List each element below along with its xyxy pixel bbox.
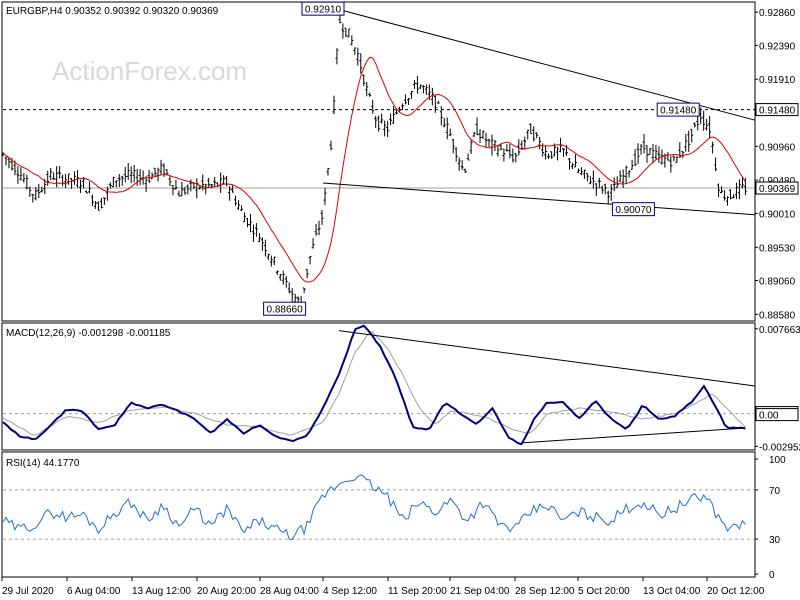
rsi-header: RSI(14) 44.1770 <box>6 458 80 469</box>
price-y-axis: 0.928600.923900.919100.914800.909600.904… <box>755 8 799 321</box>
price-annotation-box-3 <box>263 301 307 316</box>
x-tick-6: 11 Sep 20:00 <box>388 586 447 597</box>
macd-series-1 <box>2 324 746 446</box>
x-axis: 29 Jul 2020 6 Aug 04:00 13 Aug 12:00 20 Aug… <box>1 577 765 597</box>
price-trendline-1 <box>322 182 756 216</box>
x-tick-0: 29 Jul 2020 <box>2 586 54 597</box>
price-annotation-box-0 <box>301 1 345 16</box>
price-y-tick-0: 0.92860 <box>759 8 796 19</box>
rsi-y-tick-3: 0 <box>769 570 775 581</box>
macd-pane: MACD(12,26,9) -0.001298 -0.001185 0.0076… <box>1 322 800 453</box>
price-ma <box>2 56 746 283</box>
x-tick-11: 20 Oct 12:00 <box>707 586 765 597</box>
price-trendlines <box>322 8 756 216</box>
macd-header: MACD(12,26,9) -0.001298 -0.001185 <box>6 328 171 339</box>
price-y-tick-box-6 <box>755 181 799 195</box>
price-pane: ActionForex.com EURGBP,H4 0.90352 0.9039… <box>1 1 799 322</box>
price-annotation-label-3: 0.88660 <box>267 305 304 316</box>
moving-average-line <box>2 56 746 283</box>
price-y-tick-6: 0.90369 <box>759 184 796 195</box>
price-header: EURGBP,H4 0.90352 0.90392 0.90320 0.9036… <box>6 6 219 17</box>
price-y-tick-1: 0.92390 <box>759 41 796 52</box>
rsi-y-tick-2: 30 <box>769 535 781 546</box>
price-y-tick-7: 0.90010 <box>759 209 796 220</box>
price-annotations: 0.92910 0.91480 0.90070 0.88660 <box>263 1 700 316</box>
x-tick-5: 4 Sep 12:00 <box>323 586 377 597</box>
macd-y-tick-box-2 <box>755 408 799 422</box>
price-annotation-box-2 <box>611 202 655 217</box>
price-y-tick-box-3 <box>755 103 799 117</box>
x-tick-2: 13 Aug 12:00 <box>132 586 191 597</box>
price-y-tick-3: 0.91480 <box>759 106 796 117</box>
price-trendline-0 <box>335 8 756 121</box>
rsi-y-tick-0: 100 <box>769 455 786 466</box>
rsi-levels <box>3 489 755 540</box>
price-annotation-box-1 <box>656 102 700 117</box>
macd-trendline-0 <box>338 330 756 387</box>
price-annotation-label-2: 0.90070 <box>615 205 652 216</box>
price-candles <box>1 12 747 307</box>
x-tick-4: 28 Aug 04:00 <box>260 586 319 597</box>
x-tick-7: 21 Sep 04:00 <box>450 586 510 597</box>
x-tick-8: 28 Sep 12:00 <box>515 586 575 597</box>
macd-series-0 <box>2 330 746 436</box>
x-tick-10: 13 Oct 04:00 <box>643 586 701 597</box>
price-y-tick-10: 0.88580 <box>759 310 796 321</box>
macd-trendline-1 <box>521 427 746 444</box>
price-y-tick-8: 0.89530 <box>759 243 796 254</box>
rsi-pane: RSI(14) 44.1770 100 70 30 0 <box>1 451 786 581</box>
price-annotation-label-1: 0.91480 <box>660 106 697 117</box>
macd-y-tick-3: -0.002952 <box>759 442 800 453</box>
x-tick-1: 6 Aug 04:00 <box>67 586 121 597</box>
watermark: ActionForex.com <box>52 56 247 86</box>
price-y-tick-9: 0.89060 <box>759 276 796 287</box>
rsi-series-0 <box>2 474 746 541</box>
price-annotation-label-0: 0.92910 <box>305 5 342 16</box>
macd-pane-frame <box>1 322 756 451</box>
macd-y-tick-0: 0.007663 <box>759 325 800 336</box>
price-y-tick-4: 0.90960 <box>759 142 796 153</box>
rsi-lines <box>2 474 746 541</box>
price-levels <box>3 109 755 189</box>
x-tick-3: 20 Aug 20:00 <box>197 586 256 597</box>
x-tick-9: 5 Oct 20:00 <box>578 586 630 597</box>
rsi-pane-frame <box>1 451 756 578</box>
macd-y-tick-2: 0.00 <box>759 411 779 422</box>
macd-lines <box>2 324 746 446</box>
rsi-y-axis: 100 70 30 0 <box>755 455 786 581</box>
price-y-tick-2: 0.91910 <box>759 75 796 86</box>
macd-trendlines <box>338 330 756 444</box>
price-pane-frame <box>1 1 756 322</box>
rsi-y-tick-1: 70 <box>769 486 781 497</box>
